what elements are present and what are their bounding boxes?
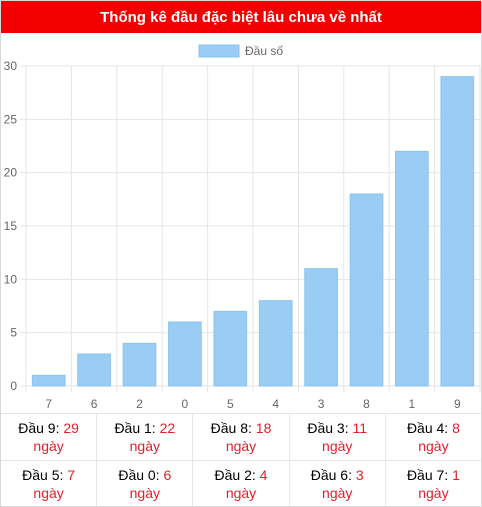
x-tick-label: 3 — [318, 397, 325, 411]
stat-value: 29 — [63, 420, 79, 436]
stat-unit: ngày — [322, 485, 353, 501]
x-tick-label: 5 — [227, 397, 234, 411]
stat-label: Đầu 9: — [18, 420, 64, 436]
chart-grid — [20, 65, 481, 392]
bar[interactable] — [349, 193, 384, 387]
bar[interactable] — [77, 353, 111, 387]
stat-label: Đầu 3: — [307, 420, 353, 436]
stat-value: 18 — [255, 420, 272, 436]
stat-unit: ngày — [418, 485, 449, 501]
x-tick-label: 7 — [45, 397, 52, 411]
y-tick-label: 15 — [4, 219, 18, 233]
stat-value: 6 — [163, 467, 172, 483]
chart-legend[interactable]: Đầu số — [198, 44, 283, 58]
stat-label: Đầu 0: — [118, 467, 164, 483]
bar[interactable] — [395, 150, 429, 387]
stat-unit: ngày — [33, 438, 64, 454]
stat-cell: Đầu 1: 22 ngày — [97, 414, 194, 460]
legend-swatch — [198, 44, 240, 58]
stat-label: Đầu 1: — [114, 420, 160, 436]
x-tick-label: 4 — [272, 397, 279, 411]
bar[interactable] — [122, 342, 157, 387]
stat-label: Đầu 4: — [406, 420, 453, 436]
bar[interactable] — [304, 268, 338, 387]
stat-cell: Đầu 3: 11 ngày — [290, 414, 386, 460]
stat-unit: ngày — [129, 438, 160, 454]
chart-bars — [31, 76, 475, 387]
stat-cell: Đầu 8: 18 ngày — [193, 414, 290, 460]
stat-cell: Đầu 9: 29 ngày — [1, 414, 98, 460]
stat-value: 22 — [159, 420, 176, 436]
x-axis-ticks: 7 6 2 0 5 4 3 8 1 9 — [45, 397, 461, 411]
y-tick-label: 0 — [10, 379, 17, 393]
stats-row: Đầu 9: 29 ngày Đầu 1: 22 ngày Đầu 8: 18 … — [1, 414, 481, 461]
bar[interactable] — [258, 300, 293, 387]
legend-label: Đầu số — [245, 44, 283, 58]
stats-row: Đầu 5: 7 ngày Đầu 0: 6 ngày Đầu 2: 4 ngà… — [1, 461, 481, 507]
stats-table: Đầu 9: 29 ngày Đầu 1: 22 ngày Đầu 8: 18 … — [1, 413, 481, 507]
stat-label: Đầu 2: — [214, 467, 260, 483]
stat-label: Đầu 7: — [406, 467, 453, 483]
stat-unit: ngày — [129, 485, 160, 501]
stat-unit: ngày — [225, 485, 257, 501]
x-tick-label: 0 — [182, 397, 189, 411]
stat-cell: Đầu 4: 8 ngày — [386, 414, 481, 460]
stat-unit: ngày — [33, 485, 64, 501]
x-tick-label: 1 — [409, 397, 416, 411]
y-tick-label: 5 — [10, 326, 17, 340]
stat-unit: ngày — [418, 438, 449, 454]
y-tick-label: 30 — [4, 59, 18, 73]
y-tick-label: 20 — [4, 166, 18, 180]
x-tick-label: 6 — [91, 397, 98, 411]
bar[interactable] — [168, 321, 202, 387]
stat-cell: Đầu 0: 6 ngày — [97, 461, 194, 507]
stat-label: Đầu 8: — [210, 420, 256, 436]
stat-cell: Đầu 5: 7 ngày — [1, 461, 98, 507]
stat-unit: ngày — [322, 438, 353, 454]
stat-label: Đầu 5: — [22, 467, 68, 483]
stat-cell: Đầu 2: 4 ngày — [193, 461, 290, 507]
bar[interactable] — [213, 310, 248, 387]
y-axis-ticks: 0 5 10 15 20 25 30 — [4, 59, 18, 393]
stat-cell: Đầu 6: 3 ngày — [290, 461, 386, 507]
x-tick-label: 9 — [454, 397, 461, 411]
y-tick-label: 25 — [4, 112, 18, 126]
stat-cell: Đầu 7: 1 ngày — [386, 461, 481, 507]
x-tick-label: 2 — [136, 397, 143, 411]
x-tick-label: 8 — [363, 397, 370, 411]
bar[interactable] — [31, 374, 66, 387]
stat-value: 8 — [452, 420, 460, 436]
stat-label: Đầu 6: — [310, 467, 356, 483]
stat-value: 4 — [259, 467, 268, 483]
page-title: Thống kê đầu đặc biệt lâu chưa về nhất — [1, 1, 481, 33]
bar[interactable] — [440, 76, 475, 387]
stat-value: 1 — [452, 467, 460, 483]
stat-value: 3 — [355, 467, 364, 483]
y-tick-label: 10 — [4, 272, 18, 286]
stat-unit: ngày — [225, 438, 257, 454]
stat-value: 7 — [67, 467, 76, 483]
stat-value: 11 — [352, 420, 368, 436]
